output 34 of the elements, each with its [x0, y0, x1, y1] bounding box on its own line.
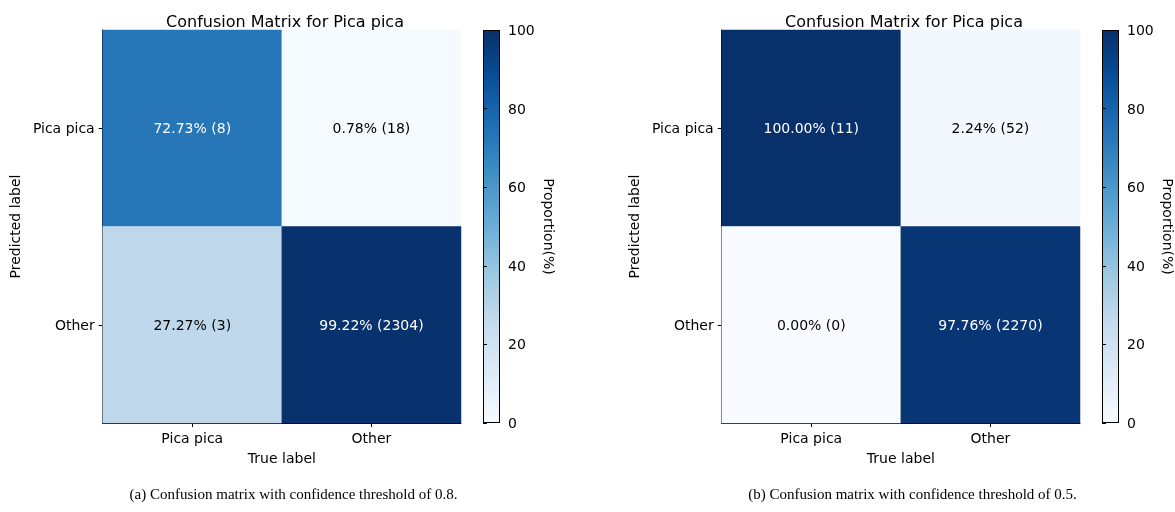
data-label: 0.00% (0)	[776, 316, 846, 333]
color-bar-label: 20	[1127, 336, 1145, 353]
data-label: 72.73% (8)	[153, 120, 232, 137]
x-tick-label: Pica pica	[161, 430, 224, 446]
x-tick-label: Other	[351, 430, 392, 446]
color-bar-label: 60	[1127, 179, 1145, 196]
color-bar-label: 100	[1127, 22, 1154, 38]
color-bar-title: Proportion(%)	[541, 178, 557, 275]
data-label: 99.22% (2304)	[319, 316, 424, 333]
text: (a) Confusion matrix with confidence threshold of 0.8.	[128, 486, 459, 503]
color-bar-title: Proportion(%)	[1160, 178, 1175, 275]
color-bar-label: 60	[508, 179, 526, 196]
data-label: 100.00% (11)	[763, 120, 860, 137]
chart-title: Confusion Matrix for Pica pica	[166, 11, 404, 31]
y-axis-title: Predicted label	[7, 174, 23, 279]
data-label: 0.78% (18)	[332, 120, 411, 137]
color-bar-label: 0	[508, 415, 517, 431]
color-bar-label: 40	[1127, 257, 1145, 274]
x-tick-label: Pica pica	[780, 430, 843, 446]
data-label: 2.24% (52)	[951, 120, 1030, 137]
color-bar-label: 80	[1127, 100, 1145, 117]
color-bar-label: 100	[508, 22, 535, 38]
chart-title: Confusion Matrix for Pica pica	[785, 11, 1023, 31]
x-axis-title: True label	[246, 450, 316, 466]
x-tick-label: Other	[970, 430, 1011, 446]
color-bar-label: 80	[508, 100, 526, 117]
color-bar-label: 40	[508, 257, 526, 274]
data-label: 97.76% (2270)	[938, 316, 1043, 333]
y-axis-title: Predicted label	[626, 174, 642, 279]
color-bar-label: 0	[1127, 415, 1136, 431]
color-bar-label: 20	[508, 336, 526, 353]
x-axis-title: True label	[865, 450, 935, 466]
text: (b) Confusion matrix with confidence threshold of 0.5.	[747, 486, 1078, 503]
data-label: 27.27% (3)	[153, 316, 232, 333]
